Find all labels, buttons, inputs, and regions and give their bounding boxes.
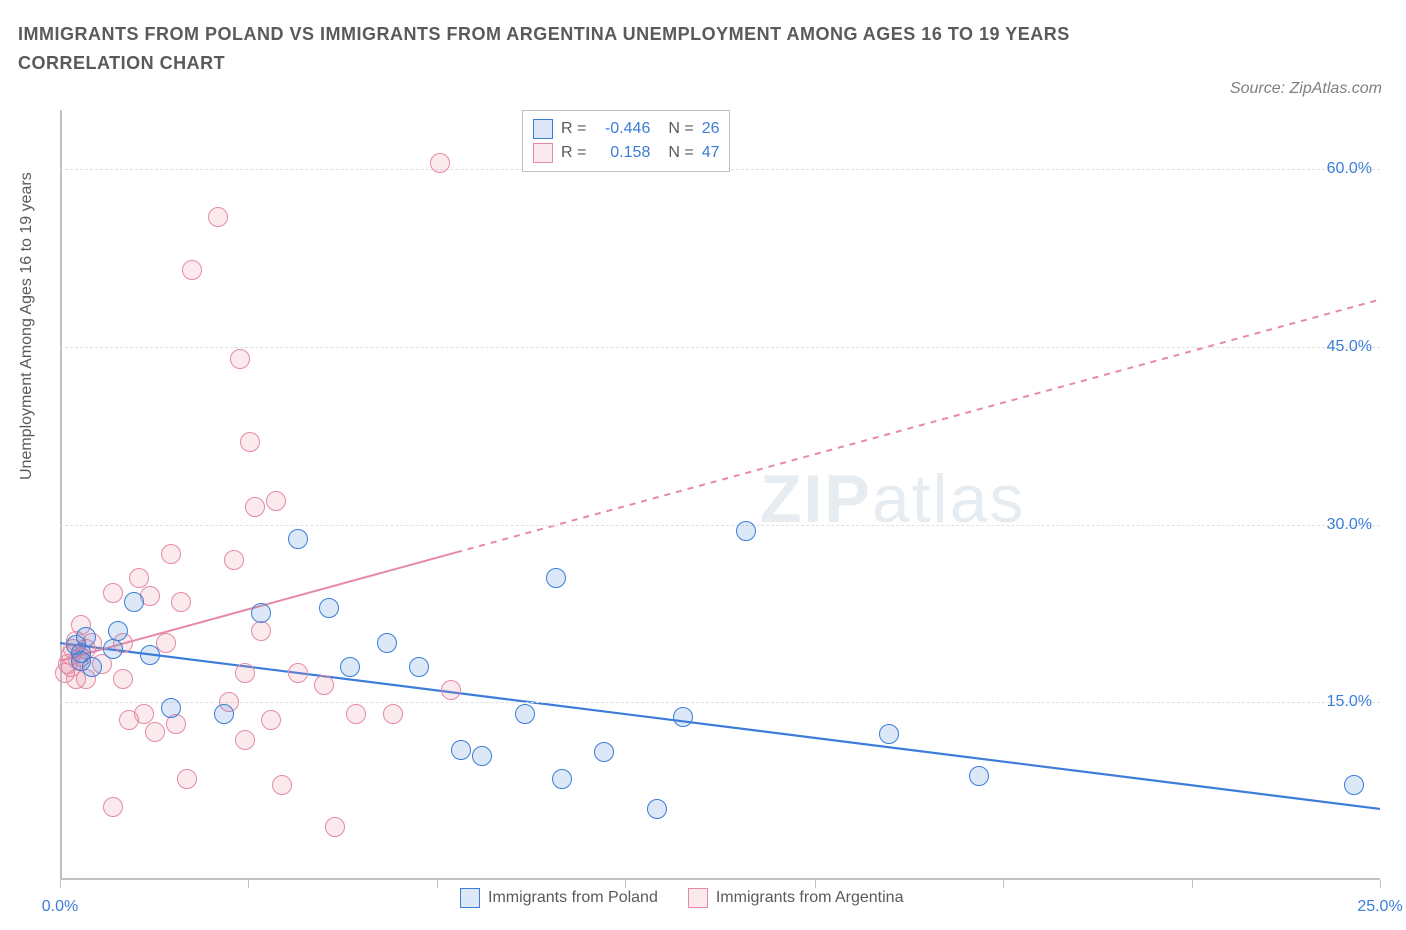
legend-r-value: -0.446: [594, 117, 650, 141]
legend-row: R = 0.158 N = 47: [533, 141, 719, 165]
y-tick-label: 30.0%: [1327, 516, 1372, 534]
data-point-argentina: [251, 621, 271, 641]
legend-label: Immigrants from Argentina: [716, 889, 904, 907]
legend-n-label: N =: [668, 117, 693, 141]
legend-swatch: [688, 888, 708, 908]
source-label: Source: ZipAtlas.com: [1230, 80, 1382, 98]
legend-n-label: N =: [668, 141, 693, 165]
data-point-argentina: [240, 432, 260, 452]
data-point-poland: [140, 645, 160, 665]
x-tick: [248, 880, 249, 888]
data-point-argentina: [208, 207, 228, 227]
data-point-poland: [673, 707, 693, 727]
x-tick: [625, 880, 626, 888]
data-point-argentina: [314, 675, 334, 695]
data-point-poland: [409, 657, 429, 677]
data-point-poland: [340, 657, 360, 677]
data-point-argentina: [161, 544, 181, 564]
legend-item-poland: Immigrants from Poland: [460, 888, 658, 908]
data-point-argentina: [261, 710, 281, 730]
chart-title: IMMIGRANTS FROM POLAND VS IMMIGRANTS FRO…: [18, 20, 1138, 78]
data-point-argentina: [325, 817, 345, 837]
data-point-argentina: [171, 592, 191, 612]
grid-line: [60, 702, 1380, 703]
x-tick: [1192, 880, 1193, 888]
data-point-argentina: [235, 730, 255, 750]
y-tick-label: 15.0%: [1327, 693, 1372, 711]
data-point-argentina: [230, 349, 250, 369]
legend-r-label: R =: [561, 141, 586, 165]
data-point-poland: [319, 598, 339, 618]
data-point-poland: [969, 766, 989, 786]
data-point-poland: [214, 704, 234, 724]
data-point-argentina: [346, 704, 366, 724]
data-point-argentina: [134, 704, 154, 724]
data-point-argentina: [266, 491, 286, 511]
data-point-argentina: [288, 663, 308, 683]
data-point-poland: [288, 529, 308, 549]
legend-item-argentina: Immigrants from Argentina: [688, 888, 904, 908]
series-legend: Immigrants from Poland Immigrants from Ar…: [460, 888, 903, 908]
legend-swatch: [533, 143, 553, 163]
legend-r-label: R =: [561, 117, 586, 141]
data-point-poland: [879, 724, 899, 744]
data-point-poland: [82, 657, 102, 677]
data-point-argentina: [145, 722, 165, 742]
x-tick: [437, 880, 438, 888]
x-tick: [60, 880, 61, 888]
data-point-poland: [108, 621, 128, 641]
data-point-poland: [1344, 775, 1364, 795]
data-point-argentina: [272, 775, 292, 795]
data-point-argentina: [113, 669, 133, 689]
data-point-poland: [472, 746, 492, 766]
x-tick-label-end: 25.0%: [1357, 898, 1402, 916]
scatter-plot: ZIPatlas 15.0%30.0%45.0%60.0%: [60, 110, 1380, 880]
y-tick-label: 60.0%: [1327, 160, 1372, 178]
data-point-poland: [515, 704, 535, 724]
correlation-legend: R = -0.446 N = 26 R = 0.158 N = 47: [522, 110, 730, 172]
data-point-argentina: [383, 704, 403, 724]
data-point-argentina: [430, 153, 450, 173]
data-point-poland: [124, 592, 144, 612]
trend-line: [60, 643, 1380, 809]
data-point-poland: [251, 603, 271, 623]
legend-n-value: 47: [702, 141, 720, 165]
data-point-argentina: [182, 260, 202, 280]
legend-label: Immigrants from Poland: [488, 889, 658, 907]
grid-line: [60, 525, 1380, 526]
legend-r-value: 0.158: [594, 141, 650, 165]
legend-swatch: [460, 888, 480, 908]
data-point-argentina: [103, 583, 123, 603]
data-point-poland: [451, 740, 471, 760]
trend-line: [456, 300, 1380, 553]
trend-lines: [60, 110, 1380, 880]
data-point-poland: [736, 521, 756, 541]
data-point-poland: [552, 769, 572, 789]
legend-n-value: 26: [702, 117, 720, 141]
legend-row: R = -0.446 N = 26: [533, 117, 719, 141]
data-point-argentina: [177, 769, 197, 789]
data-point-argentina: [129, 568, 149, 588]
x-tick-label-start: 0.0%: [42, 898, 78, 916]
y-axis-label: Unemployment Among Ages 16 to 19 years: [18, 172, 36, 480]
data-point-poland: [76, 627, 96, 647]
legend-swatch: [533, 119, 553, 139]
data-point-argentina: [441, 680, 461, 700]
data-point-poland: [103, 639, 123, 659]
data-point-argentina: [235, 663, 255, 683]
data-point-poland: [594, 742, 614, 762]
data-point-argentina: [103, 797, 123, 817]
data-point-argentina: [245, 497, 265, 517]
x-tick: [1380, 880, 1381, 888]
data-point-poland: [546, 568, 566, 588]
x-tick: [1003, 880, 1004, 888]
data-point-poland: [647, 799, 667, 819]
grid-line: [60, 347, 1380, 348]
y-tick-label: 45.0%: [1327, 338, 1372, 356]
x-tick: [815, 880, 816, 888]
data-point-poland: [161, 698, 181, 718]
data-point-argentina: [224, 550, 244, 570]
data-point-poland: [377, 633, 397, 653]
